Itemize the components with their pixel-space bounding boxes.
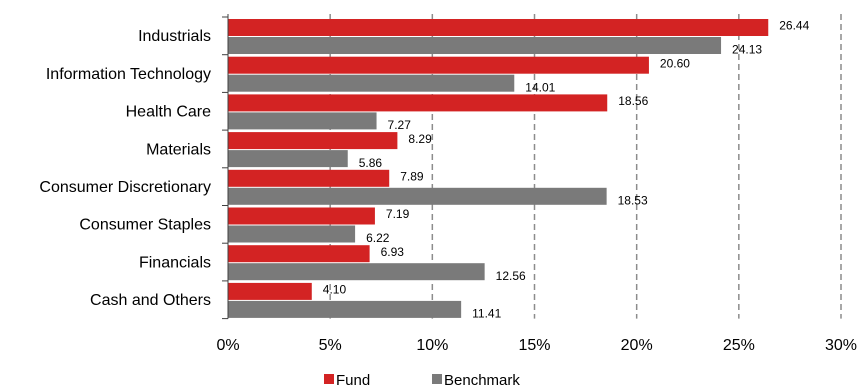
benchmark-bar [228, 225, 356, 243]
fund-legend-swatch [324, 374, 334, 384]
benchmark-data-label: 18.53 [618, 193, 648, 207]
category-label: Consumer Staples [79, 217, 211, 234]
fund-legend-label: Fund [336, 372, 370, 387]
data-labels: 26.44 24.13 20.60 14.01 18.56 7.278.29 5.86 7.8… [323, 19, 810, 321]
category-label: Information Technology [46, 66, 211, 83]
bars [228, 19, 769, 318]
benchmark-bar [228, 187, 607, 205]
fund-bar [228, 56, 649, 74]
fund-bar [228, 282, 312, 300]
category-label: Materials [146, 141, 211, 158]
benchmark-data-label: 11.41 [472, 307, 501, 321]
benchmark-bar [228, 74, 515, 92]
category-label: Health Care [126, 104, 211, 121]
category-label: Financials [139, 254, 211, 271]
x-tick-label: 25% [723, 337, 755, 354]
fund-data-label: 4.10 [323, 283, 347, 297]
fund-data-label: 6.93 [381, 245, 405, 259]
category-axis [222, 14, 229, 320]
category-label: Cash and Others [90, 292, 211, 309]
benchmark-legend-swatch [432, 374, 442, 384]
fund-data-label: 7.89 [400, 169, 424, 183]
benchmark-data-label: 5.86 [359, 156, 383, 170]
benchmark-data-label: 12.56 [496, 269, 526, 283]
x-tick-label: 10% [416, 337, 448, 354]
benchmark-bar [228, 150, 348, 168]
category-labels: Industrials Information Technology Health … [39, 28, 211, 309]
category-label: Consumer Discretionary [39, 179, 211, 196]
fund-bar [228, 169, 390, 187]
fund-bar [228, 132, 398, 150]
benchmark-data-label: 7.27 [388, 118, 412, 132]
x-tick-label: 30% [825, 337, 857, 354]
x-tick-label: 20% [621, 337, 653, 354]
legend: Fund Benchmark [324, 372, 520, 387]
x-tick-labels: 0% 5% 10% 15% 20% 25% 30% [216, 337, 857, 354]
fund-bar [228, 94, 608, 112]
x-tick-label: 15% [518, 337, 550, 354]
fund-bar [228, 19, 769, 36]
x-tick-label: 5% [319, 337, 342, 354]
fund-data-label: 18.56 [618, 94, 648, 108]
fund-data-label: 20.60 [660, 56, 690, 70]
fund-bar [228, 207, 375, 225]
fund-data-label: 8.29 [408, 132, 432, 146]
benchmark-bar [228, 300, 462, 318]
category-label: Industrials [138, 28, 211, 45]
x-tick-label: 0% [216, 337, 239, 354]
benchmark-data-label: 14.01 [525, 80, 555, 94]
benchmark-legend-label: Benchmark [444, 372, 520, 387]
fund-data-label: 26.44 [779, 19, 809, 33]
fund-bar [228, 245, 370, 263]
benchmark-bar [228, 37, 722, 54]
benchmark-bar [228, 112, 377, 130]
benchmark-data-label: 24.13 [732, 43, 762, 57]
benchmark-bar [228, 263, 485, 281]
benchmark-data-label: 6.22 [366, 231, 390, 245]
fund-data-label: 7.19 [386, 207, 410, 221]
